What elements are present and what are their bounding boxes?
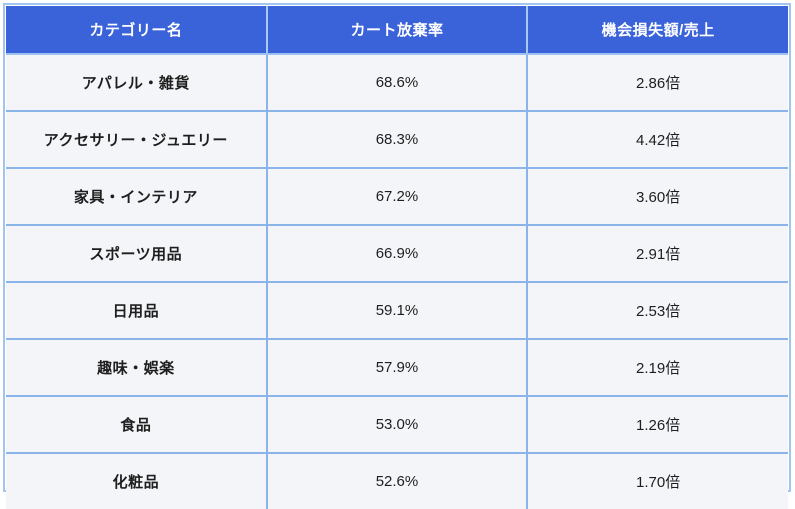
- table-row: 日用品 59.1% 2.53倍: [6, 281, 788, 339]
- table-row: 化粧品 52.6% 1.70倍: [6, 452, 788, 509]
- abandonment-rate-cell: 59.1%: [265, 281, 528, 339]
- abandonment-rate-cell: 52.6%: [265, 452, 528, 509]
- category-cell: 日用品: [6, 281, 267, 339]
- loss-ratio-cell: 2.91倍: [526, 224, 788, 282]
- category-cell: スポーツ用品: [6, 224, 267, 282]
- abandonment-rate-cell: 68.3%: [265, 110, 528, 168]
- table-row: 家具・インテリア 67.2% 3.60倍: [6, 167, 788, 225]
- loss-ratio-cell: 3.60倍: [526, 167, 788, 225]
- table-row: 趣味・娯楽 57.9% 2.19倍: [6, 338, 788, 396]
- category-cell: 食品: [6, 395, 267, 453]
- abandonment-rate-cell: 57.9%: [265, 338, 528, 396]
- loss-ratio-cell: 1.26倍: [526, 395, 788, 453]
- data-table: カテゴリー名 カート放棄率 機会損失額/売上 アパレル・雑貨 68.6% 2.8…: [6, 6, 788, 509]
- loss-ratio-cell: 2.86倍: [526, 54, 788, 111]
- category-cell: アクセサリー・ジュエリー: [6, 110, 267, 168]
- abandonment-rate-cell: 53.0%: [265, 395, 528, 453]
- loss-ratio-cell: 4.42倍: [526, 110, 788, 168]
- category-cell: 化粧品: [6, 452, 267, 509]
- category-cell: アパレル・雑貨: [6, 54, 267, 111]
- table-row: スポーツ用品 66.9% 2.91倍: [6, 224, 788, 282]
- abandonment-rate-cell: 68.6%: [265, 54, 528, 111]
- loss-ratio-cell: 2.53倍: [526, 281, 788, 339]
- column-header-opportunity-loss-to-sales: 機会損失額/売上: [526, 6, 788, 55]
- abandonment-rate-cell: 67.2%: [265, 167, 528, 225]
- loss-ratio-cell: 2.19倍: [526, 338, 788, 396]
- table-header-row: カテゴリー名 カート放棄率 機会損失額/売上: [6, 6, 788, 55]
- category-cell: 家具・インテリア: [6, 167, 267, 225]
- category-abandonment-table: カテゴリー名 カート放棄率 機会損失額/売上 アパレル・雑貨 68.6% 2.8…: [3, 3, 791, 509]
- table-row: アクセサリー・ジュエリー 68.3% 4.42倍: [6, 110, 788, 168]
- category-cell: 趣味・娯楽: [6, 338, 267, 396]
- table-row: アパレル・雑貨 68.6% 2.86倍: [6, 54, 788, 111]
- loss-ratio-cell: 1.70倍: [526, 452, 788, 509]
- column-header-cart-abandonment-rate: カート放棄率: [265, 6, 528, 55]
- column-header-category: カテゴリー名: [6, 6, 267, 55]
- abandonment-rate-cell: 66.9%: [265, 224, 528, 282]
- table-row: 食品 53.0% 1.26倍: [6, 395, 788, 453]
